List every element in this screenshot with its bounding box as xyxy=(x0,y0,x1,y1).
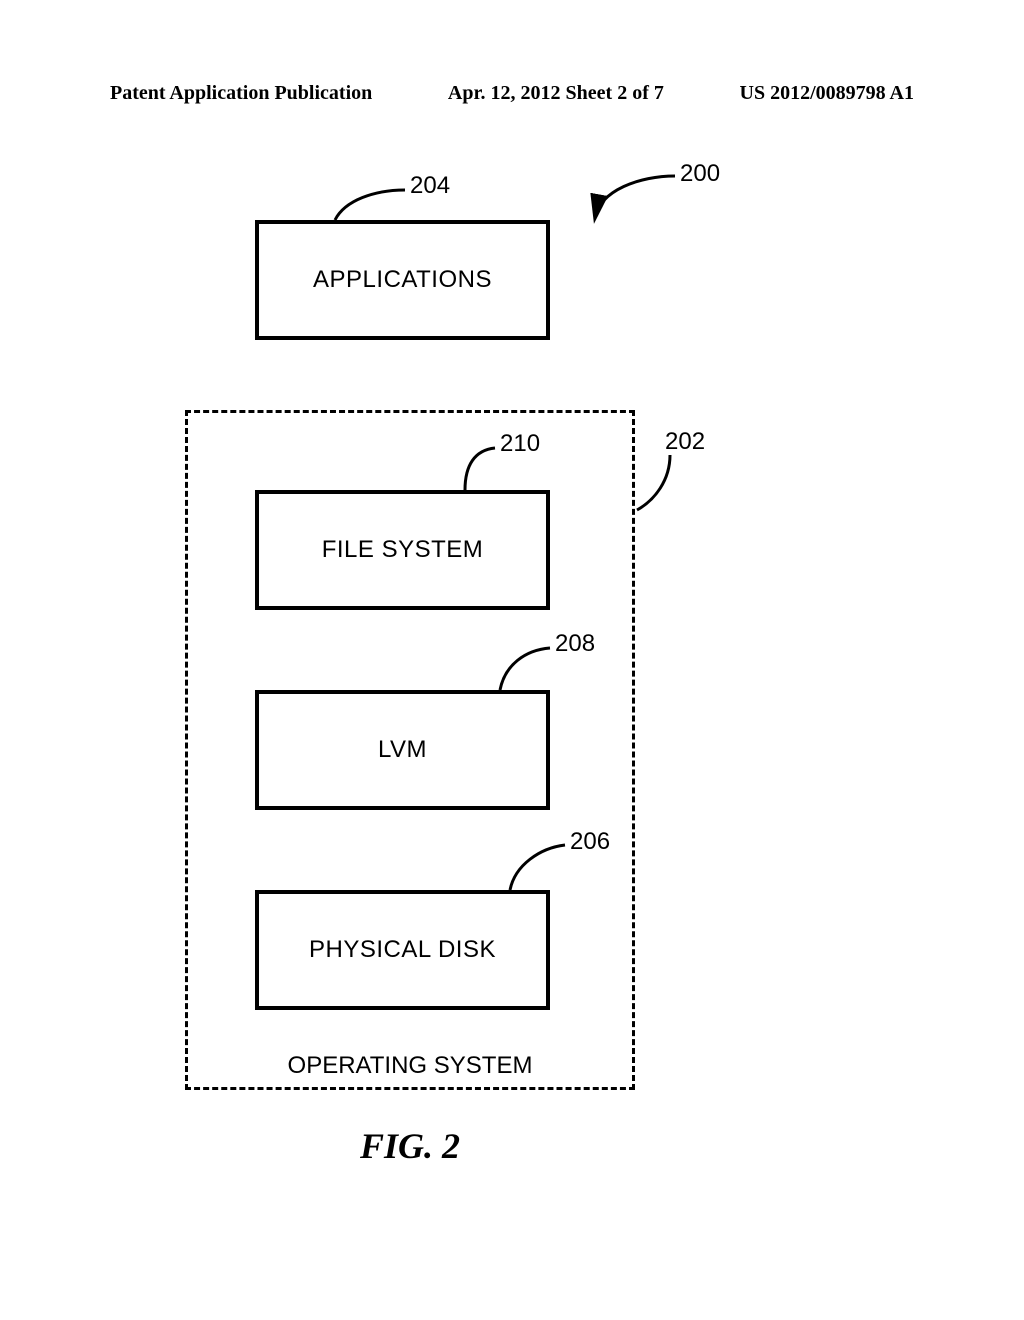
page-header: Patent Application Publication Apr. 12, … xyxy=(0,82,1024,105)
header-left: Patent Application Publication xyxy=(110,82,372,105)
header-middle: Apr. 12, 2012 Sheet 2 of 7 xyxy=(448,82,664,105)
header-right: US 2012/0089798 A1 xyxy=(740,82,914,105)
leader-lines xyxy=(0,160,1024,1160)
figure-caption: FIG. 2 xyxy=(0,1125,820,1167)
figure-diagram: APPLICATIONS FILE SYSTEM LVM PHYSICAL DI… xyxy=(0,160,1024,1160)
